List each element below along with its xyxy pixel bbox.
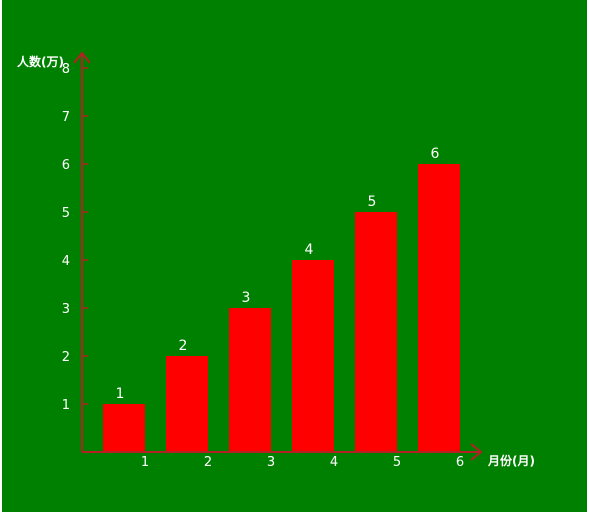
x-axis-arrow-icon <box>470 443 483 461</box>
x-tick-label: 4 <box>330 455 338 470</box>
data-label: 2 <box>179 338 188 354</box>
data-label: 6 <box>431 146 440 162</box>
x-ticks-layer: 1 2 3 4 5 6 <box>141 455 464 470</box>
y-axis-title: 人数(万) <box>17 54 64 69</box>
x-axis-title: 月份(月) <box>487 453 535 468</box>
data-label: 3 <box>242 290 251 306</box>
y-tick-label: 5 <box>62 206 70 221</box>
bar <box>292 260 334 452</box>
x-tick-label: 1 <box>141 455 149 470</box>
bar <box>103 404 145 452</box>
bar <box>229 308 271 452</box>
bar <box>166 356 208 452</box>
y-tick-label: 3 <box>62 302 70 317</box>
y-tick-label: 7 <box>62 110 70 125</box>
bar <box>418 164 460 452</box>
data-labels-layer: 1 2 3 4 5 6 <box>116 146 440 402</box>
y-ticks-layer: 1 2 3 4 5 6 7 8 <box>62 62 88 413</box>
x-tick-label: 3 <box>267 455 275 470</box>
y-tick-label: 4 <box>62 254 70 269</box>
data-label: 5 <box>368 194 377 210</box>
data-label: 4 <box>305 242 314 258</box>
y-tick-label: 2 <box>62 350 70 365</box>
y-axis-arrow-icon <box>73 51 91 64</box>
x-tick-label: 6 <box>456 455 464 470</box>
bar <box>355 212 397 452</box>
axes <box>73 51 483 461</box>
data-label: 1 <box>116 386 125 402</box>
x-tick-label: 5 <box>393 455 401 470</box>
y-tick-label: 1 <box>62 398 70 413</box>
y-tick-label: 6 <box>62 158 70 173</box>
bars-layer <box>103 164 460 452</box>
x-tick-label: 2 <box>204 455 212 470</box>
y-tick-label: 8 <box>62 62 70 77</box>
